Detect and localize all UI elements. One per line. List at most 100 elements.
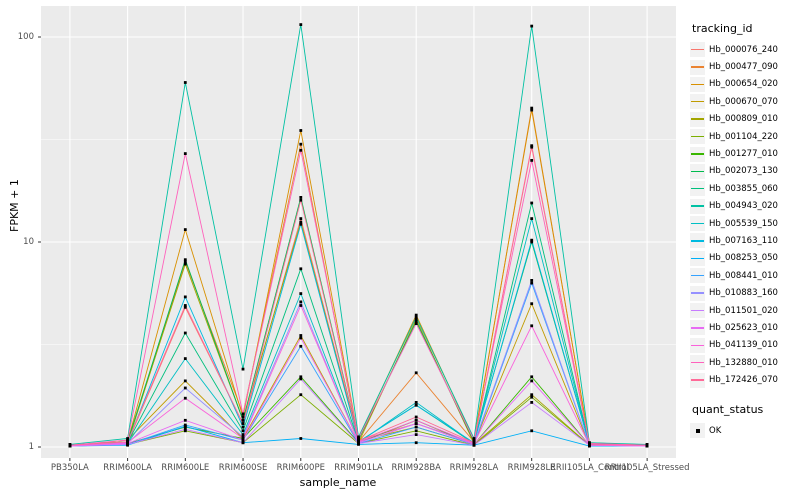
data-point bbox=[183, 418, 187, 422]
data-point bbox=[472, 441, 476, 445]
legend-line-icon bbox=[691, 135, 704, 138]
data-point bbox=[299, 148, 303, 152]
legend-label: Hb_172426_070 bbox=[709, 375, 778, 386]
legend-entry: Hb_000477_090 bbox=[690, 58, 800, 75]
data-point bbox=[530, 281, 534, 285]
x-tick-label: RRIM600LA bbox=[103, 463, 152, 473]
legend-line-icon bbox=[691, 101, 704, 103]
data-point bbox=[414, 433, 418, 436]
legend-key-swatch bbox=[690, 111, 705, 127]
legend-entry: Hb_005539_150 bbox=[690, 215, 800, 232]
y-tick-label: 100 bbox=[17, 32, 34, 42]
data-point bbox=[241, 441, 245, 445]
legend-label: Hb_002073_130 bbox=[709, 166, 778, 177]
x-tick-label: RRII105LA_Control bbox=[550, 463, 629, 473]
quant-status-key-swatch bbox=[690, 423, 705, 438]
quant-status-legend-title: quant_status bbox=[692, 402, 764, 416]
data-point bbox=[299, 344, 303, 348]
legend-line-icon bbox=[691, 257, 704, 259]
data-point bbox=[414, 418, 418, 422]
data-point bbox=[68, 443, 72, 447]
legend-entry: Hb_000076_240 bbox=[690, 41, 800, 58]
legend-label: Hb_005539_150 bbox=[709, 218, 778, 229]
legend-line-icon bbox=[691, 274, 704, 277]
data-point bbox=[530, 24, 534, 28]
data-point bbox=[183, 304, 187, 307]
data-point bbox=[241, 412, 245, 416]
data-point bbox=[126, 438, 129, 442]
legend-line-icon bbox=[691, 118, 704, 120]
legend-entry: Hb_008441_010 bbox=[690, 267, 800, 284]
legend-label: Hb_000809_010 bbox=[709, 114, 778, 125]
legend-label: Hb_008253_050 bbox=[709, 253, 778, 264]
data-point bbox=[183, 396, 187, 400]
legend-label: Hb_041139_010 bbox=[709, 340, 778, 351]
data-point bbox=[183, 295, 187, 299]
legend-label: Hb_007163_110 bbox=[709, 235, 778, 246]
data-point bbox=[299, 437, 303, 440]
legend-label: Hb_000670_070 bbox=[709, 96, 778, 107]
data-point bbox=[530, 324, 534, 328]
data-point bbox=[414, 403, 418, 407]
data-point bbox=[299, 142, 303, 146]
legend-entry: Hb_010883_160 bbox=[690, 284, 800, 301]
legend-label: Hb_000477_090 bbox=[709, 62, 778, 73]
legend-key-swatch bbox=[690, 163, 705, 179]
x-tick-label: RRIM600PE bbox=[276, 463, 325, 473]
data-point bbox=[530, 395, 534, 399]
data-point bbox=[530, 144, 534, 148]
x-tick-label: PB350LA bbox=[50, 463, 89, 473]
legend-entry: Hb_003855_060 bbox=[690, 180, 800, 197]
data-point bbox=[414, 429, 418, 433]
data-point bbox=[530, 238, 534, 242]
data-point bbox=[530, 379, 534, 383]
data-point bbox=[241, 367, 245, 371]
data-point bbox=[241, 418, 245, 422]
x-tick-label: RRIM928LE bbox=[507, 463, 556, 473]
data-point bbox=[241, 422, 245, 425]
data-point bbox=[299, 375, 303, 379]
data-point bbox=[414, 315, 418, 319]
legend-entry: Hb_025623_010 bbox=[690, 319, 800, 336]
data-point bbox=[183, 262, 187, 266]
legend-key-swatch bbox=[690, 337, 705, 353]
data-point bbox=[299, 217, 303, 220]
data-point bbox=[299, 198, 303, 202]
legend-entry: Hb_008253_050 bbox=[690, 250, 800, 267]
data-point bbox=[530, 217, 534, 220]
data-point bbox=[530, 108, 534, 112]
data-point bbox=[414, 317, 418, 321]
legend-line-icon bbox=[691, 170, 704, 172]
legend-key-swatch bbox=[690, 59, 705, 75]
legend-entry: Hb_000809_010 bbox=[690, 111, 800, 128]
legend-key-swatch bbox=[690, 198, 705, 214]
legend-entry: Hb_041139_010 bbox=[690, 337, 800, 354]
legend-label: Hb_004943_020 bbox=[709, 201, 778, 212]
data-point bbox=[241, 429, 245, 433]
data-point bbox=[299, 129, 303, 132]
legend-entry: Hb_000654_020 bbox=[690, 76, 800, 93]
data-point bbox=[299, 393, 303, 397]
data-point bbox=[530, 393, 534, 397]
data-point bbox=[414, 415, 418, 419]
legend-line-icon bbox=[691, 292, 704, 294]
legend-title: tracking_id bbox=[692, 22, 753, 35]
data-point bbox=[183, 81, 187, 84]
data-point bbox=[530, 240, 534, 244]
legend-entry: Hb_000670_070 bbox=[690, 93, 800, 110]
data-point bbox=[183, 423, 187, 427]
legend-key-swatch bbox=[690, 129, 705, 145]
data-point bbox=[472, 437, 476, 440]
data-point bbox=[299, 222, 303, 226]
quant-status-entries: OK bbox=[690, 422, 800, 439]
data-point bbox=[126, 437, 129, 440]
data-point bbox=[183, 152, 187, 155]
legend-label: Hb_010883_160 bbox=[709, 288, 778, 299]
data-point bbox=[645, 443, 649, 447]
data-point bbox=[414, 313, 418, 317]
data-point bbox=[299, 300, 303, 304]
data-point bbox=[472, 438, 476, 442]
legend-entries: Hb_000076_240 Hb_000477_090 Hb_000654_020 H… bbox=[690, 41, 800, 389]
data-point bbox=[530, 106, 534, 110]
data-point bbox=[530, 429, 534, 433]
